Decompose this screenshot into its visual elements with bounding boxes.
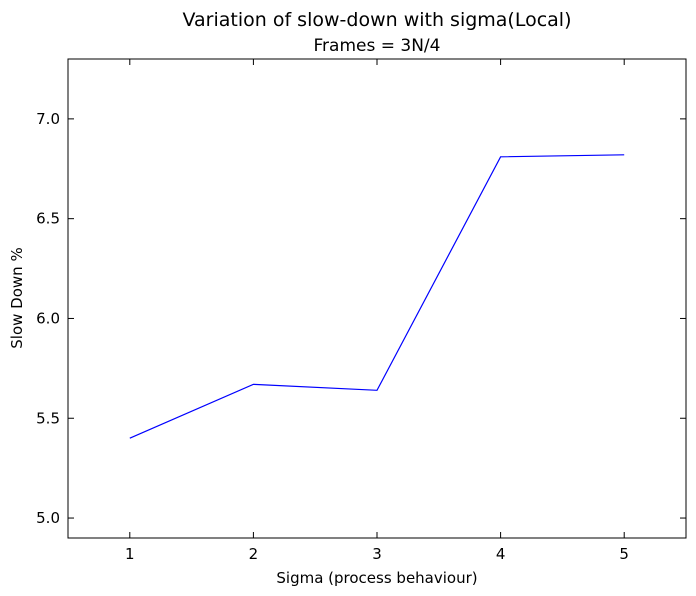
y-tick-label: 7.0 (36, 110, 60, 128)
y-axis-ticks: 5.0 5.5 6.0 6.5 7.0 (36, 110, 686, 527)
x-tick-label: 2 (249, 545, 259, 563)
series-line (129, 154, 625, 439)
y-tick-label: 5.5 (36, 409, 60, 427)
chart-subtitle: Frames = 3N/4 (314, 36, 441, 56)
series-layer (129, 154, 625, 439)
y-tick-label: 5.0 (36, 509, 60, 527)
x-tick-label: 4 (496, 545, 506, 563)
y-tick-label: 6.0 (36, 309, 60, 327)
y-tick-label: 6.5 (36, 210, 60, 228)
x-tick-label: 5 (619, 545, 629, 563)
x-axis-label: Sigma (process behaviour) (276, 569, 477, 587)
y-axis-label: Slow Down % (8, 247, 26, 348)
x-tick-label: 3 (372, 545, 382, 563)
chart-title: Variation of slow-down with sigma(Local) (183, 9, 572, 31)
x-axis-ticks: 1 2 3 4 5 (125, 59, 629, 563)
x-tick-label: 1 (125, 545, 135, 563)
